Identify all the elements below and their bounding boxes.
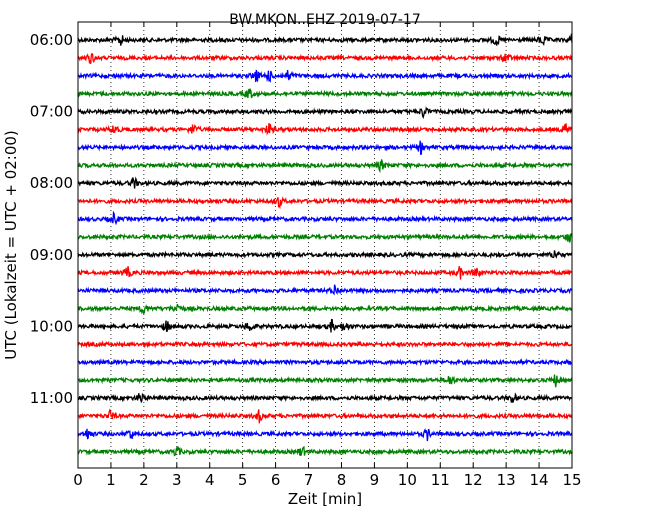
- trace-line: [77, 122, 573, 136]
- x-tick-label: 7: [304, 471, 314, 489]
- trace-line: [77, 318, 572, 333]
- trace-line: [77, 392, 573, 404]
- x-tick-label: 15: [562, 471, 581, 489]
- x-tick-label: 3: [172, 471, 182, 489]
- traces-group: [77, 33, 573, 457]
- x-tick-label: 6: [271, 471, 281, 489]
- trace-line: [77, 303, 573, 315]
- y-tick-label: 09:00: [30, 246, 73, 264]
- x-axis-label: Zeit [min]: [288, 490, 362, 508]
- x-tick-label: 8: [337, 471, 347, 489]
- trace-line: [77, 250, 573, 260]
- x-tick-label: 4: [205, 471, 215, 489]
- chart-title: BW.MKON..EHZ 2019-07-17: [229, 12, 420, 28]
- x-tick-label: 2: [139, 471, 149, 489]
- trace-line: [77, 159, 573, 174]
- trace-line: [77, 232, 573, 243]
- y-tick-label: 07:00: [30, 103, 73, 121]
- x-tick-label: 11: [431, 471, 450, 489]
- y-axis-ticks: 06:00 07:00 08:00 09:00 10:00 11:00: [30, 31, 572, 407]
- plot-frame: [77, 21, 573, 469]
- x-tick-label: 13: [497, 471, 516, 489]
- trace-line: [77, 33, 573, 47]
- trace-line: [77, 176, 573, 189]
- x-tick-label: 1: [106, 471, 116, 489]
- x-tick-label: 10: [398, 471, 417, 489]
- trace-line: [77, 374, 573, 388]
- trace-line: [77, 357, 573, 367]
- trace-line: [77, 69, 573, 83]
- x-tick-label: 9: [370, 471, 380, 489]
- y-axis-label: UTC (Lokalzeit = UTC + 02:00): [2, 130, 20, 360]
- y-tick-label: 08:00: [30, 174, 73, 192]
- x-tick-label: 5: [238, 471, 248, 489]
- trace-line: [77, 445, 573, 457]
- trace-line: [77, 87, 573, 99]
- trace-line: [77, 196, 573, 210]
- x-tick-label: 14: [530, 471, 549, 489]
- trace-line: [77, 428, 573, 442]
- trace-line: [77, 266, 573, 280]
- trace-line: [77, 284, 573, 296]
- y-tick-label: 10:00: [30, 317, 73, 335]
- y-tick-label: 06:00: [30, 31, 73, 49]
- x-tick-label: 12: [464, 471, 483, 489]
- x-axis-ticks: 0 1 2 3 4 5 6 7 8 9 10 11 12 13 14 15: [73, 22, 582, 489]
- trace-line: [77, 52, 573, 65]
- trace-line: [77, 106, 573, 120]
- y-tick-label: 11:00: [30, 389, 73, 407]
- trace-line: [77, 340, 572, 349]
- trace-line: [77, 408, 573, 424]
- x-tick-label: 0: [73, 471, 83, 489]
- trace-line: [77, 210, 573, 226]
- plot-area: [78, 22, 572, 468]
- trace-line: [77, 140, 573, 156]
